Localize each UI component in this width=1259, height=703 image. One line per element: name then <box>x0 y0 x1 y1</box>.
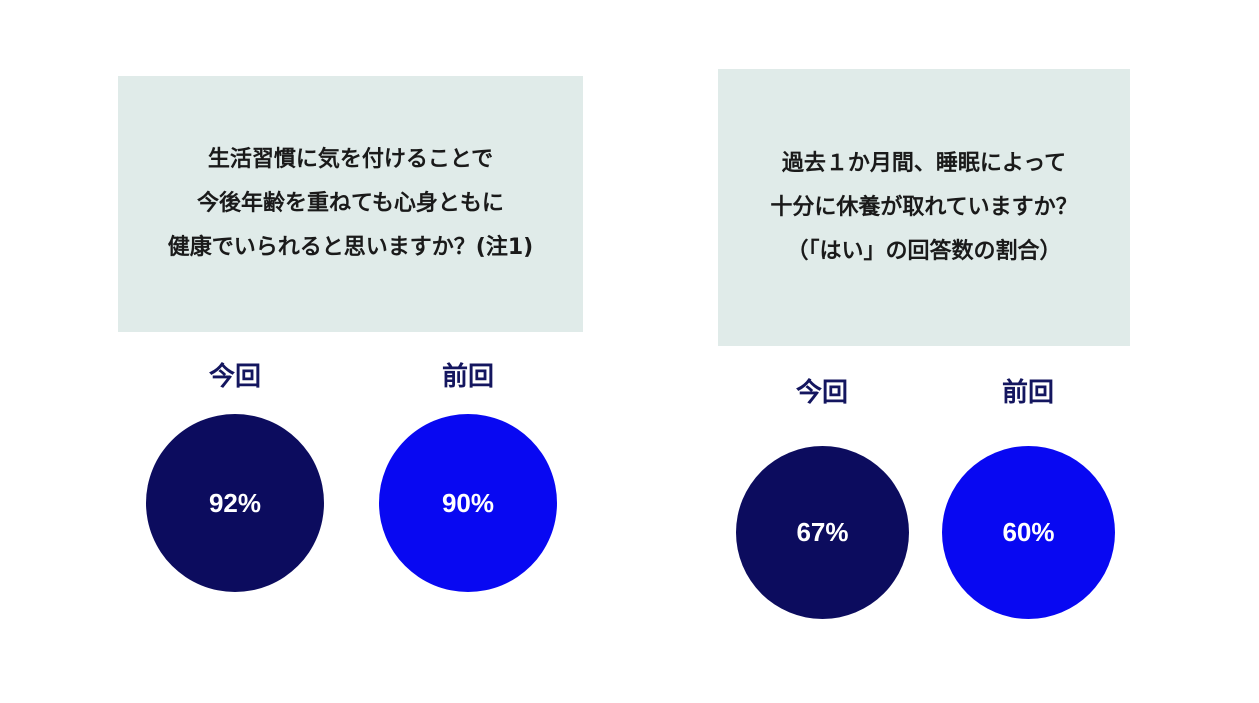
question-line: 今後年齢を重ねても心身ともに <box>197 191 504 216</box>
current-label: 今回 <box>795 378 848 408</box>
previous-label: 前回 <box>1001 378 1054 408</box>
current-value-circle: 92% <box>146 414 324 592</box>
previous-value-circle: 90% <box>379 414 557 592</box>
previous-label: 前回 <box>441 362 494 392</box>
current-value-circle: 67% <box>736 446 909 619</box>
previous-value-circle: 60% <box>942 446 1115 619</box>
question-box-health-outlook: 生活習慣に気を付けることで 今後年齢を重ねても心身ともに 健康でいられると思いま… <box>118 76 583 332</box>
current-label: 今回 <box>208 362 261 392</box>
previous-value: 90% <box>441 487 495 518</box>
question-line: 十分に休養が取れていますか？ <box>770 194 1078 220</box>
question-line: （「はい」の回答数の割合） <box>786 238 1062 264</box>
question-text: 生活習慣に気を付けることで 今後年齢を重ねても心身ともに 健康でいられると思いま… <box>168 138 533 270</box>
question-text: 過去１か月間、睡眠によって 十分に休養が取れていますか？ （「はい」の回答数の割… <box>770 142 1077 274</box>
question-line: 生活習慣に気を付けることで <box>207 147 494 172</box>
current-value: 67% <box>796 517 849 547</box>
previous-value: 60% <box>1002 517 1055 547</box>
question-box-sleep-rest: 過去１か月間、睡眠によって 十分に休養が取れていますか？ （「はい」の回答数の割… <box>718 69 1130 346</box>
question-line: 過去１か月間、睡眠によって <box>781 150 1067 176</box>
current-value: 92% <box>208 487 262 518</box>
question-line: 健康でいられると思いますか？(注1) <box>167 235 534 260</box>
